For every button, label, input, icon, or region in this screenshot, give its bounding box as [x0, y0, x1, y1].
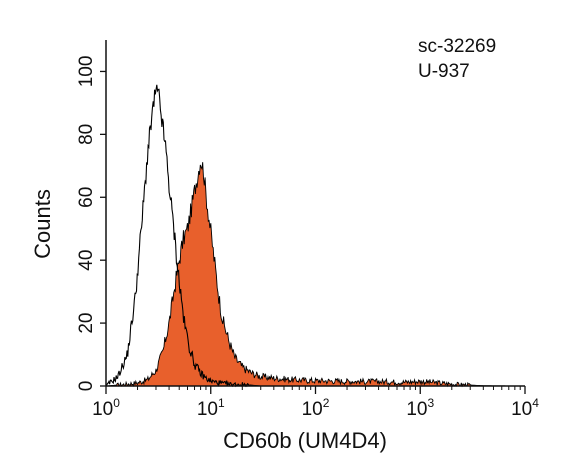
y-tick-label: 40: [76, 250, 97, 271]
x-axis: 100 101 102 103 104: [92, 385, 539, 420]
x-tick-label: 102: [302, 396, 330, 420]
x-tick-label: 101: [197, 396, 225, 420]
x-tick-label: 100: [92, 396, 120, 420]
y-tick-label: 0: [76, 381, 97, 392]
y-tick-label: 20: [76, 313, 97, 334]
y-tick-label: 100: [76, 56, 97, 88]
series-filled-area: [105, 162, 525, 388]
annotation-catalog-number: sc-32269: [418, 36, 496, 57]
y-tick-label: 60: [76, 187, 97, 208]
y-tick-label: 80: [76, 124, 97, 145]
y-axis-title: Counts: [30, 189, 55, 259]
x-axis-title: CD60b (UM4D4): [223, 428, 387, 453]
y-axis: 0 20 40 60 80 100: [76, 40, 107, 392]
x-tick-label: 103: [406, 396, 434, 420]
plot-area: [105, 84, 525, 388]
x-tick-label: 104: [511, 396, 539, 420]
series-outline-line: [105, 84, 484, 388]
annotation-cell-line: U-937: [418, 61, 470, 82]
